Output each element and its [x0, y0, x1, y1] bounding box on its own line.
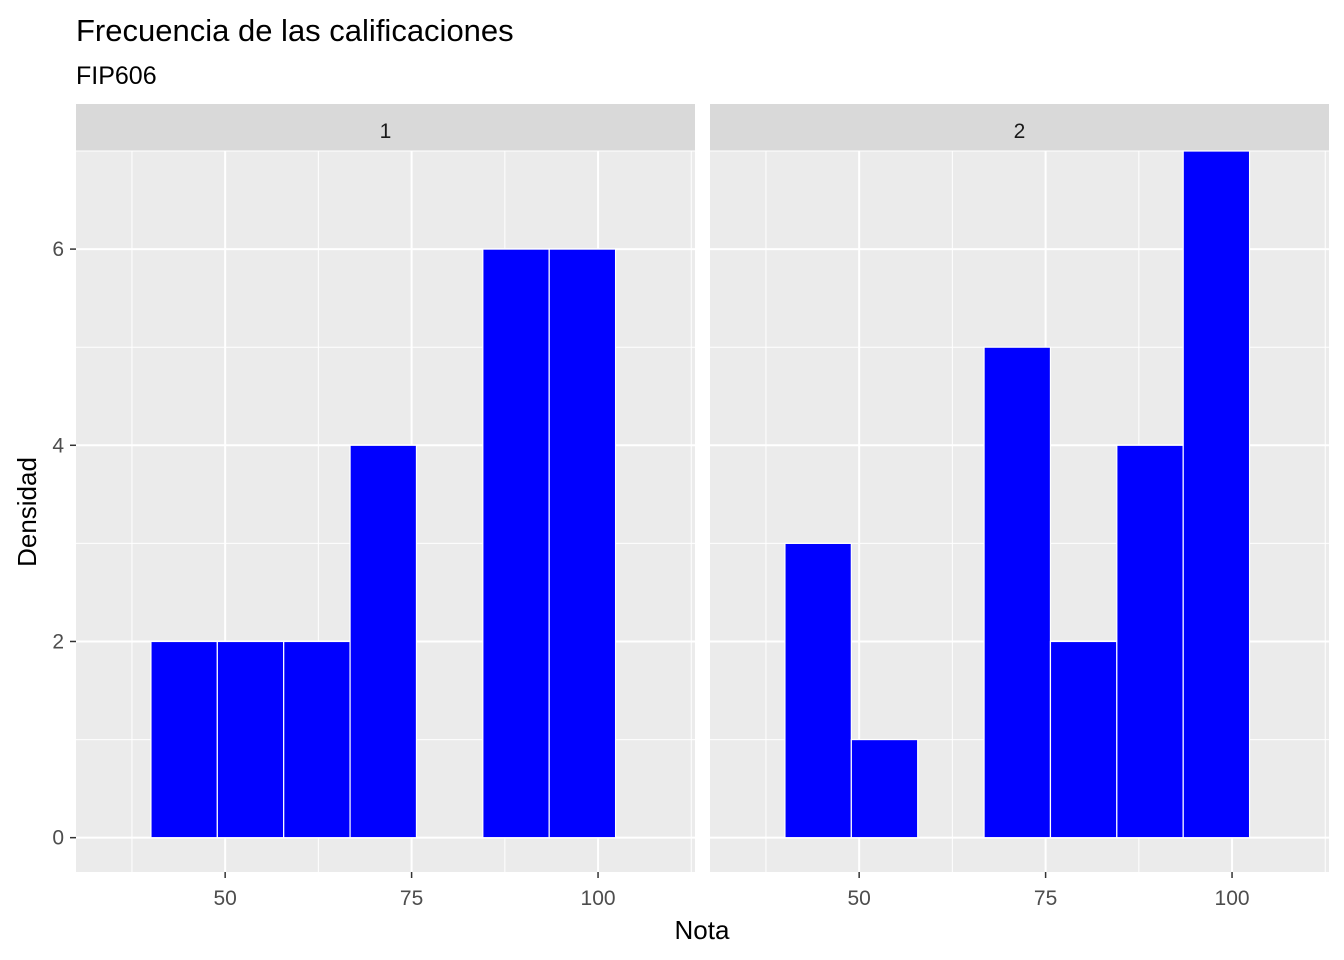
x-tick-label: 100 — [1215, 887, 1250, 910]
y-tick-label: 6 — [52, 238, 64, 261]
facet-strip — [76, 104, 695, 151]
histogram-bar — [150, 640, 218, 839]
histogram-bar — [1116, 444, 1184, 839]
chart-title: Frecuencia de las calificaciones — [76, 13, 514, 48]
facet-strip-label: 1 — [380, 120, 392, 143]
histogram-bar — [983, 346, 1052, 839]
y-tick-label: 0 — [52, 827, 64, 850]
histogram-bar — [349, 444, 418, 839]
histogram-bar — [850, 738, 919, 839]
histogram-bar — [482, 248, 550, 839]
x-tick-label: 100 — [581, 887, 616, 910]
y-tick-label: 2 — [52, 630, 64, 653]
histogram-bar — [784, 542, 852, 839]
x-tick-label: 50 — [213, 887, 236, 910]
facet-strip-label: 2 — [1014, 120, 1026, 143]
facet-strip — [710, 104, 1329, 151]
x-tick-label: 75 — [1034, 887, 1057, 910]
histogram-bar — [548, 248, 617, 839]
histogram-bar — [283, 640, 351, 839]
x-tick-label: 50 — [847, 887, 870, 910]
x-tick-label: 75 — [400, 887, 423, 910]
chart-subtitle: FIP606 — [76, 62, 157, 90]
histogram-bar — [1182, 150, 1251, 839]
y-axis-title: Densidad — [12, 457, 42, 567]
facet-panels: 1 50 75 100 0 2 4 6 2 50 75 100 — [52, 104, 1329, 910]
histogram-bar — [1049, 640, 1118, 839]
histogram-bar — [216, 640, 285, 839]
y-tick-label: 4 — [52, 434, 64, 457]
x-axis-title: Nota — [675, 915, 730, 945]
